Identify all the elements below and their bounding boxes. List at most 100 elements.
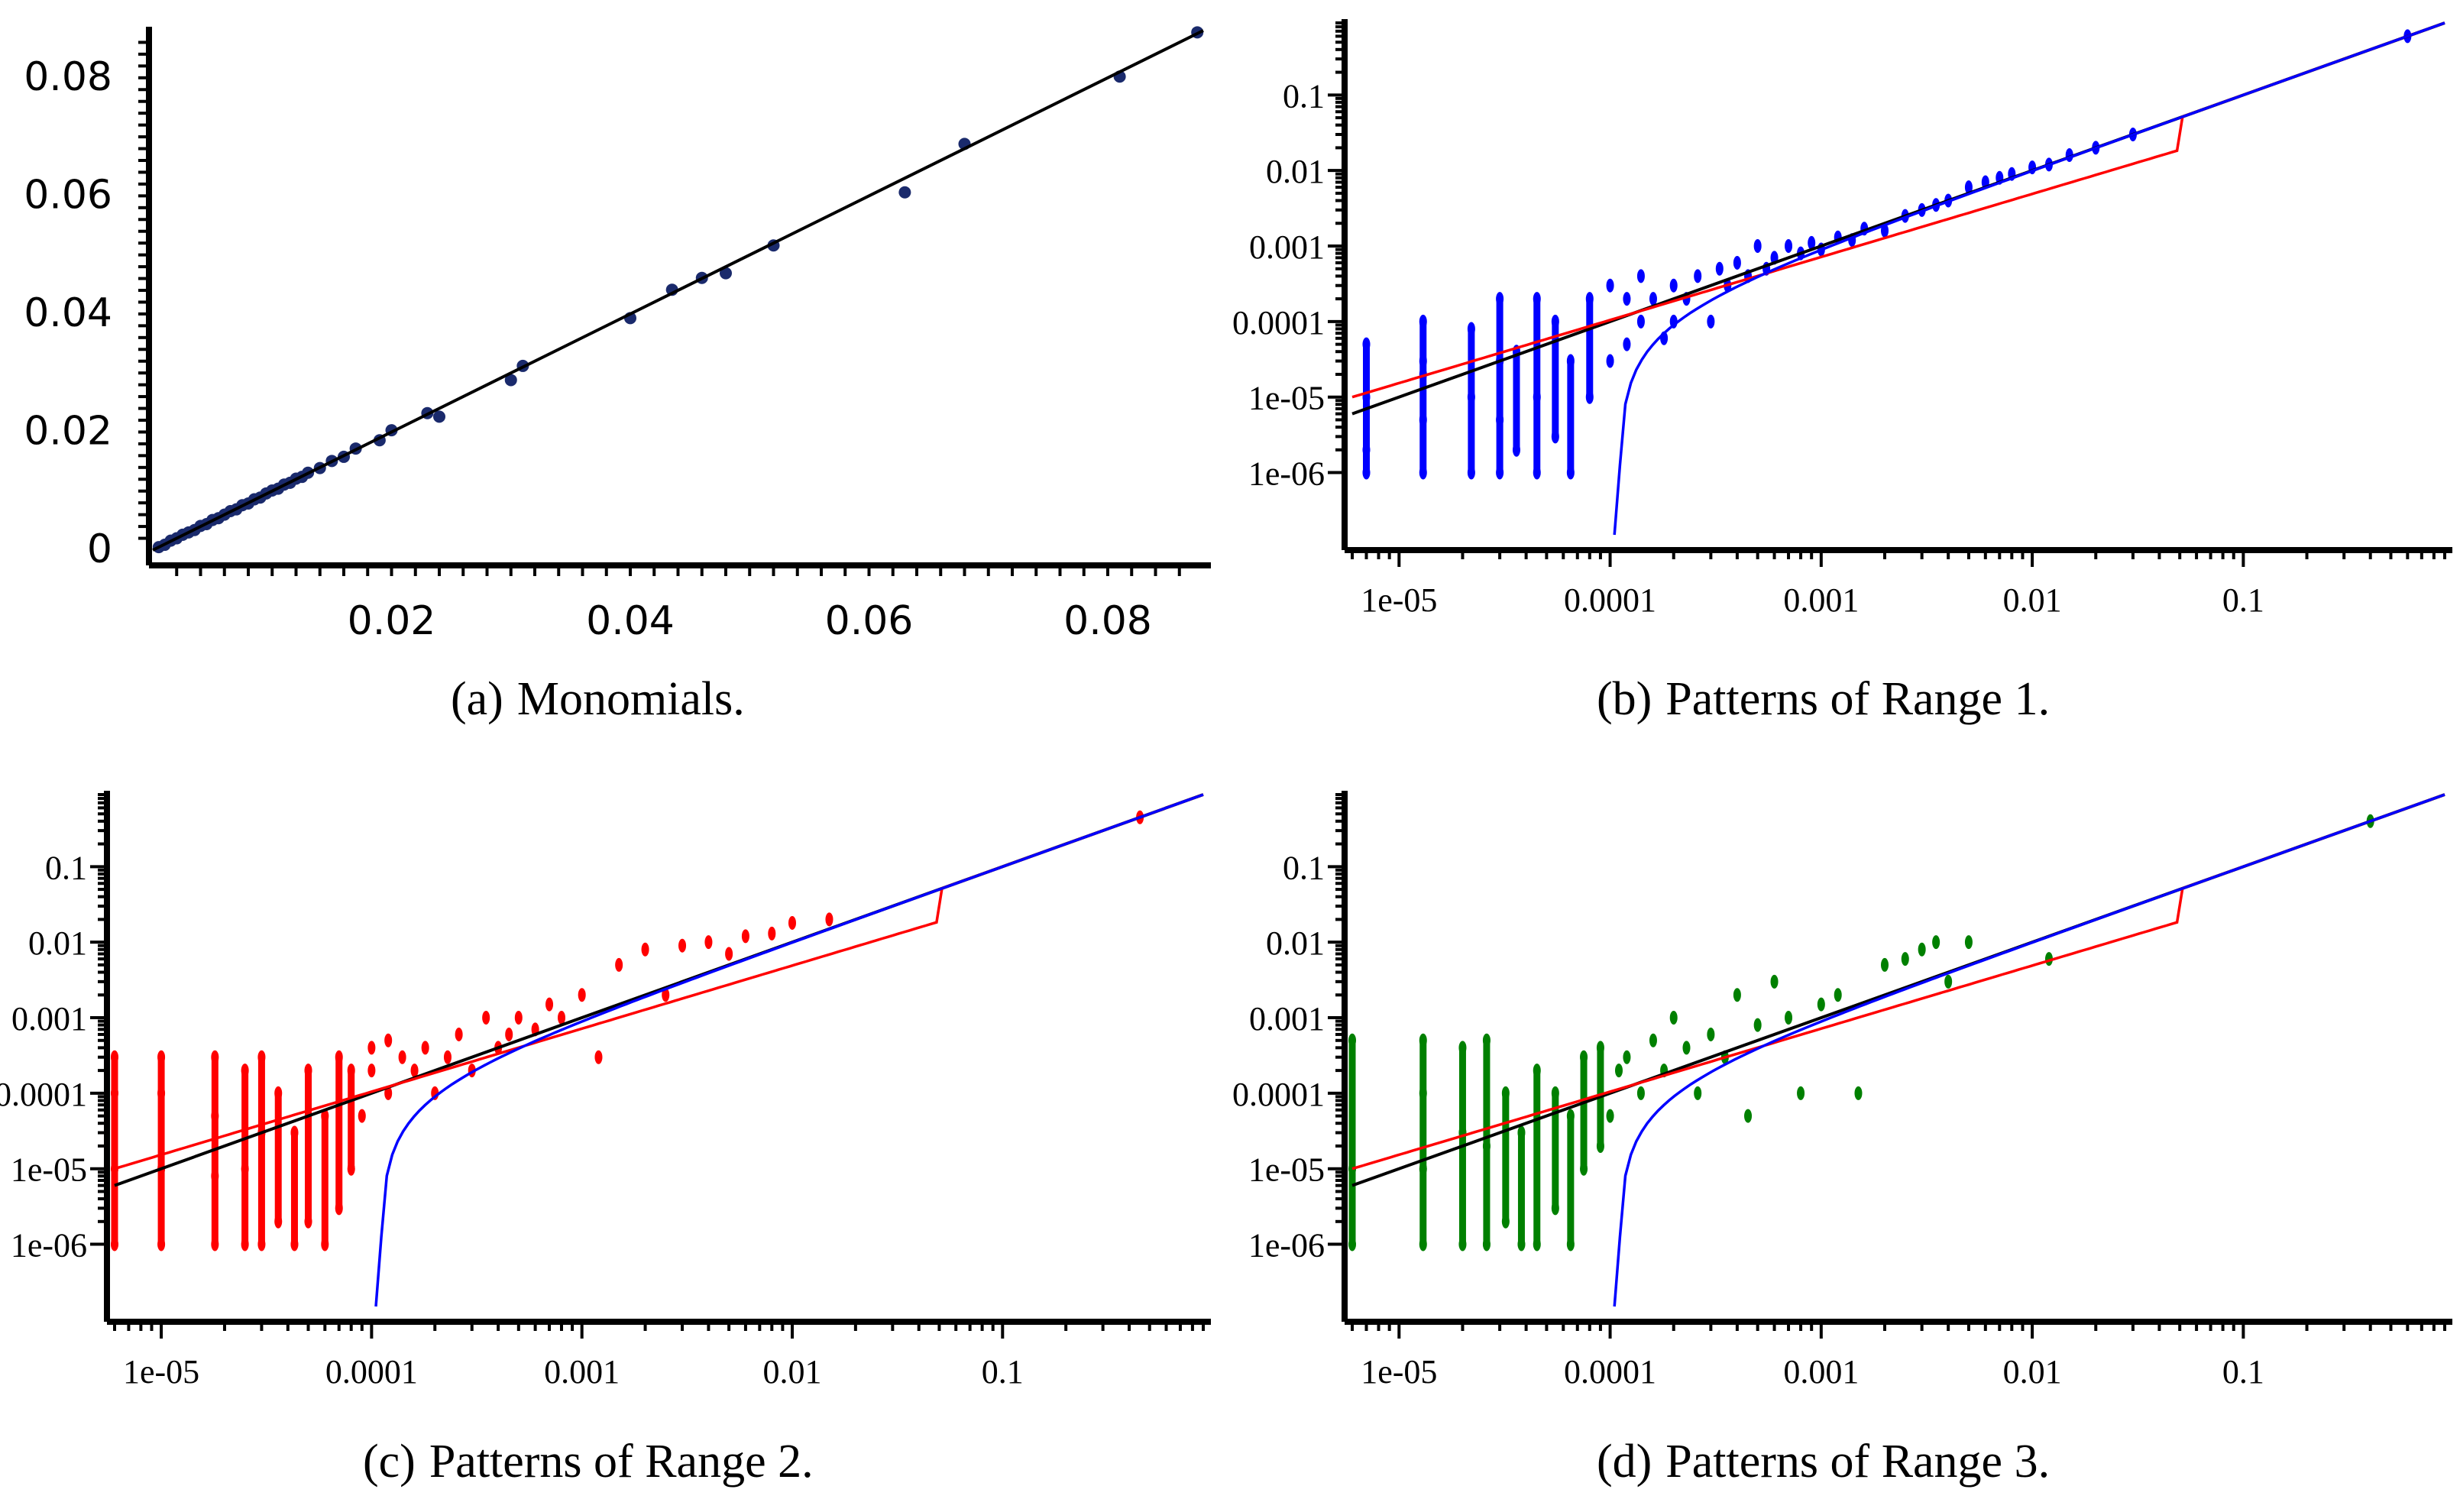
data-point [1623, 1050, 1631, 1064]
data-point [578, 988, 586, 1002]
data-point [1944, 974, 1953, 989]
data-point [1932, 935, 1940, 950]
x-tick-label: 0.08 [1063, 598, 1152, 644]
data-point [825, 912, 833, 927]
y-tick-label: 0.001 [1249, 228, 1325, 266]
data-point [545, 997, 554, 1012]
data-point [1707, 314, 1715, 329]
y-tick-label: 1e-05 [1248, 1151, 1325, 1189]
y-tick-label: 0.01 [28, 924, 87, 962]
data-point [1694, 1086, 1702, 1100]
data-point [1715, 261, 1724, 276]
data-point [1669, 278, 1678, 293]
lower-bound-curve [374, 793, 1204, 1307]
upper-bound-curve [1351, 793, 2445, 1170]
data-point [1694, 269, 1702, 283]
caption-a-text: Monomials. [516, 673, 745, 725]
data-point [504, 374, 517, 387]
upper-bound-curve [1351, 21, 2445, 399]
y-tick-label: 0.0001 [1232, 304, 1325, 342]
x-tick-label: 0.1 [2222, 1353, 2264, 1391]
data-point [1901, 952, 1909, 966]
data-point [788, 915, 796, 930]
fit-line [152, 29, 1204, 552]
data-point [384, 1086, 393, 1100]
y-tick-label: 1e-05 [1248, 380, 1325, 417]
x-tick-label: 0.0001 [1564, 1353, 1656, 1391]
data-point [1808, 235, 1816, 250]
data-point [594, 1050, 603, 1064]
x-tick-label: 0.1 [2222, 581, 2264, 619]
x-tick-label: 1e-05 [1361, 581, 1437, 619]
data-point [1623, 337, 1631, 351]
caption-a: (a) Monomials. [451, 672, 745, 727]
data-point [615, 957, 623, 972]
chart-panel-range-1: 1e-05 0.0001 0.001 0.01 0.1 1e-06 1e-05 0.0001 0… [1230, 0, 2460, 657]
x-tick-label: 0.1 [982, 1353, 1024, 1391]
data-point [367, 1064, 376, 1078]
data-point [433, 410, 445, 423]
scatter-plot-monomials: 0.02 0.04 0.06 0.08 0 0.02 0.04 0.06 0.08 [24, 26, 1211, 644]
caption-c-label: (c) [363, 1436, 416, 1488]
scatter-plot-range-2: 1e-05 0.0001 0.001 0.01 0.1 1e-06 1e-05 0.0001 0… [0, 791, 1211, 1391]
data-point [1614, 1064, 1623, 1078]
data-point [678, 938, 687, 953]
data-point [1753, 1018, 1762, 1032]
data-point [1733, 255, 1741, 270]
data-point [1636, 1086, 1645, 1100]
y-tick-label: 0.1 [45, 849, 87, 886]
data-point [1964, 180, 1973, 195]
lower-bound-curve [1613, 21, 2445, 536]
data-point [725, 947, 733, 961]
data-point [1834, 988, 1842, 1002]
data-point [1623, 292, 1631, 306]
data-point [1636, 314, 1645, 329]
y-tick-label: 0.06 [24, 172, 112, 218]
data-point [1770, 974, 1779, 989]
x-tick-label: 0.001 [544, 1353, 620, 1391]
data-point [514, 1011, 523, 1025]
x-tick-label: 0.01 [2003, 581, 2062, 619]
data-point [410, 1064, 419, 1078]
caption-b-label: (b) [1597, 673, 1652, 725]
data-point [741, 929, 749, 944]
data-point [768, 926, 776, 941]
y-tick-label: 0.1 [1283, 849, 1325, 886]
data-point [1733, 988, 1741, 1002]
data-point [1606, 1109, 1614, 1123]
x-tick-label: 0.04 [586, 598, 675, 644]
data-point [398, 1050, 406, 1064]
x-tick-label: 0.01 [762, 1353, 821, 1391]
caption-a-label: (a) [451, 673, 503, 725]
data-point [1918, 942, 1926, 957]
x-tick-label: 1e-05 [1361, 1353, 1437, 1391]
x-tick-label: 1e-05 [123, 1353, 199, 1391]
data-point [1785, 1011, 1793, 1025]
data-point [421, 1041, 429, 1055]
x-tick-label: 0.02 [348, 598, 436, 644]
scatter-plot-range-3: 1e-05 0.0001 0.001 0.01 0.1 1e-06 1e-05 0.0001 0… [1232, 791, 2452, 1391]
y-tick-label: 1e-06 [1248, 1227, 1325, 1264]
caption-c-text: Patterns of Range 2. [429, 1436, 814, 1488]
data-point [1649, 292, 1657, 306]
data-point [704, 935, 713, 950]
caption-d: (d) Patterns of Range 3. [1597, 1435, 2050, 1489]
data-point [443, 1050, 452, 1064]
data-point [1797, 1086, 1805, 1100]
caption-b: (b) Patterns of Range 1. [1597, 672, 2050, 727]
data-point [898, 186, 911, 199]
y-tick-label: 0.001 [11, 1000, 87, 1038]
y-tick-label: 0.01 [1266, 153, 1325, 190]
data-point [1669, 1011, 1678, 1025]
data-point [1785, 239, 1793, 254]
data-point [1636, 269, 1645, 283]
y-tick-label: 0.08 [24, 54, 112, 100]
lower-bound-curve [1613, 793, 2445, 1307]
y-tick-label: 1e-06 [11, 1227, 87, 1264]
data-point [1707, 1027, 1715, 1041]
data-point [482, 1011, 490, 1025]
data-point [1606, 354, 1614, 368]
y-tick-label: 0.04 [24, 290, 112, 336]
data-point [505, 1027, 513, 1041]
x-tick-label: 0.0001 [1564, 581, 1656, 619]
